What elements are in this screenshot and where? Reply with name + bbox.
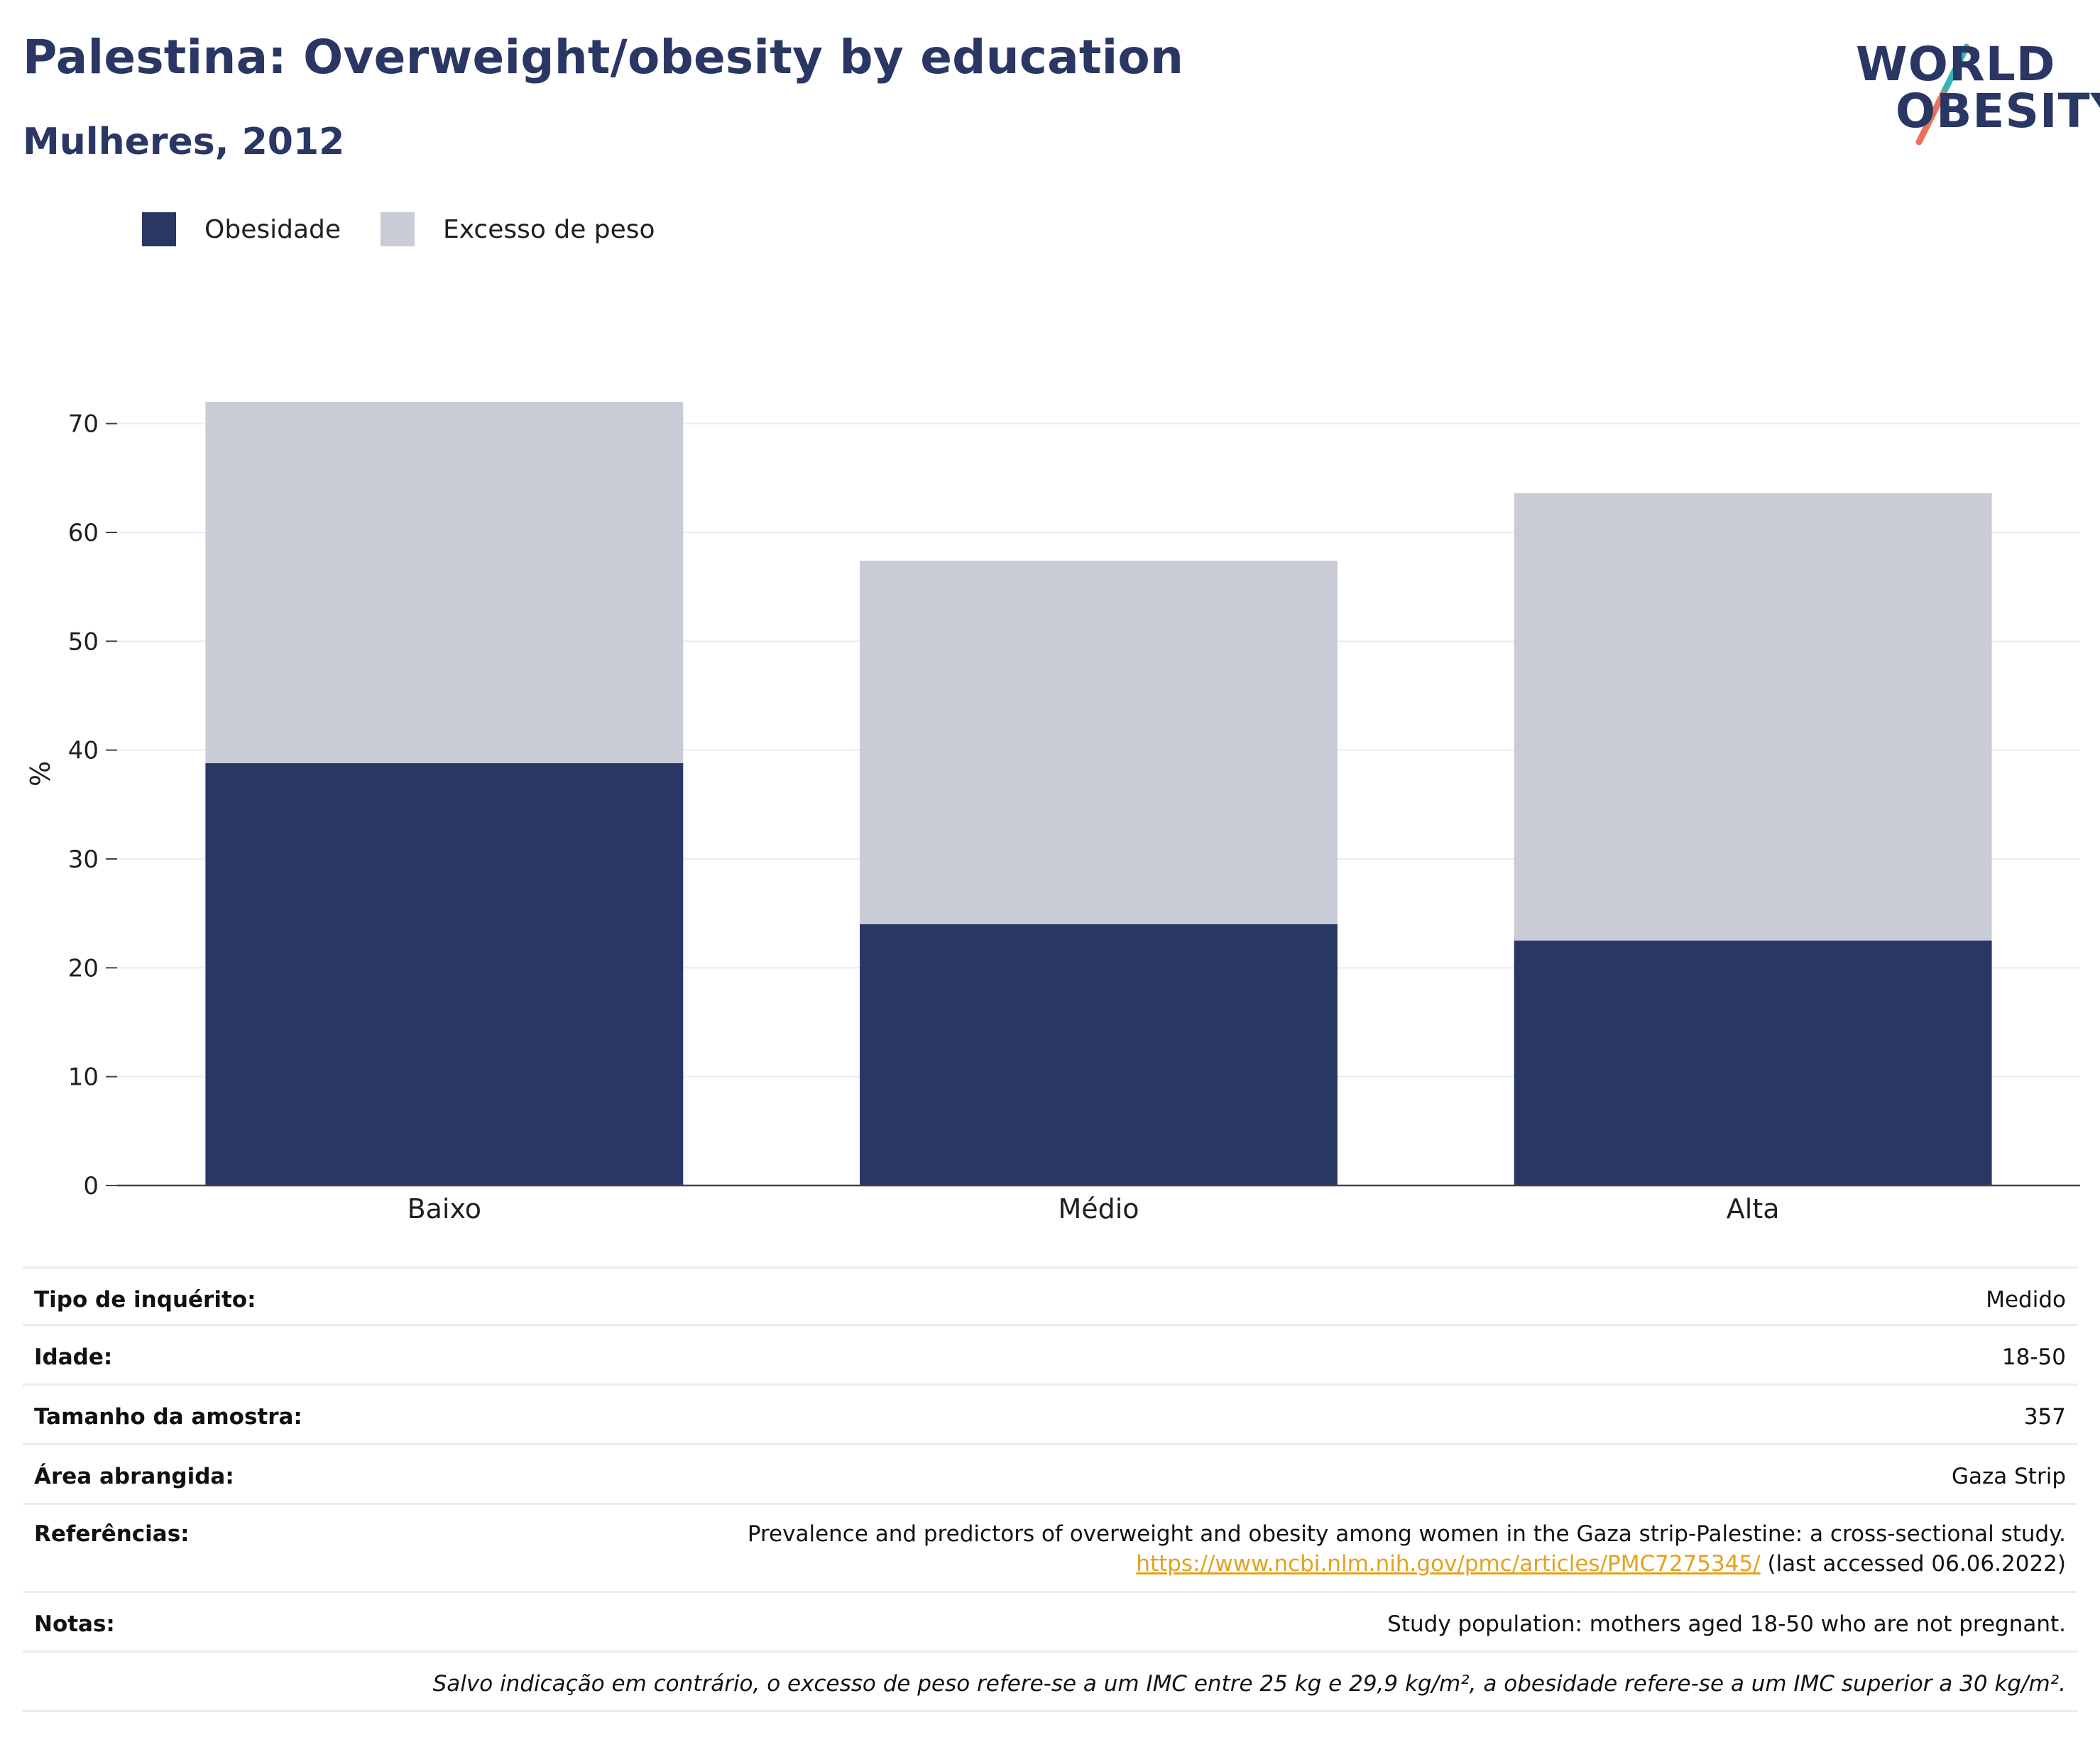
y-tick-label: 10 — [68, 1063, 99, 1092]
info-row-age: Idade: 18-50 — [23, 1326, 2077, 1386]
info-key: Referências: — [34, 1521, 190, 1547]
chart-title: Palestina: Overweight/obesity by educati… — [23, 30, 1184, 84]
info-row-survey-type: Tipo de inquérito: Medido — [23, 1266, 2077, 1326]
y-tick-label: 50 — [68, 628, 99, 656]
info-row-references: Referências: Prevalence and predictors o… — [23, 1505, 2077, 1593]
info-value: 18-50 — [2001, 1345, 2066, 1370]
legend-swatch-obesity — [142, 212, 176, 246]
y-tick-label: 0 — [83, 1172, 99, 1200]
legend-swatch-overweight — [381, 212, 415, 246]
bars — [205, 402, 1992, 1185]
logo-word-2: OBESITY — [1896, 84, 2100, 138]
y-axis-title: % — [25, 761, 56, 787]
legend-item-obesity[interactable]: Obesidade — [142, 212, 341, 246]
bar-obesity[interactable] — [205, 763, 684, 1185]
info-row-footnote: Salvo indicação em contrário, o excesso … — [23, 1653, 2077, 1712]
info-key: Idade: — [34, 1345, 113, 1370]
y-tick-label: 60 — [68, 519, 99, 547]
chart-subtitle: Mulheres, 2012 — [23, 121, 345, 163]
info-value: 357 — [2023, 1404, 2066, 1430]
info-value: Study population: mothers aged 18-50 who… — [1387, 1611, 2066, 1637]
y-tick-label: 40 — [68, 737, 99, 765]
info-table: Tipo de inquérito: Medido Idade: 18-50 T… — [23, 1266, 2077, 1712]
info-value: Gaza Strip — [1951, 1464, 2066, 1489]
info-key: Tamanho da amostra: — [34, 1404, 302, 1430]
info-row-area: Área abrangida: Gaza Strip — [23, 1445, 2077, 1505]
legend-label-obesity: Obesidade — [204, 214, 341, 244]
info-row-notes: Notas: Study population: mothers aged 18… — [23, 1593, 2077, 1653]
y-tick-label: 20 — [68, 954, 99, 982]
info-row-sample-size: Tamanho da amostra: 357 — [23, 1386, 2077, 1445]
legend-label-overweight: Excesso de peso — [443, 214, 655, 244]
chart-legend: Obesidade Excesso de peso — [142, 212, 695, 247]
bar-chart: 0 10 20 30 40 50 60 70 Baixo Médio Alta % — [25, 402, 2080, 1225]
footnote-text: Salvo indicação em contrário, o excesso … — [432, 1671, 2066, 1697]
bar-obesity[interactable] — [860, 924, 1338, 1185]
x-tick-label: Médio — [1058, 1193, 1139, 1225]
y-tick-label: 70 — [68, 410, 99, 439]
reference-cell: Prevalence and predictors of overweight … — [748, 1519, 2066, 1579]
logo-slash-icon — [1915, 43, 1970, 146]
bar-obesity[interactable] — [1514, 941, 1992, 1185]
logo-word-1: WORLD — [1856, 37, 2056, 92]
legend-item-overweight[interactable]: Excesso de peso — [381, 212, 655, 246]
reference-accessed: (last accessed 06.06.2022) — [1760, 1551, 2066, 1577]
reference-link[interactable]: https://www.ncbi.nlm.nih.gov/pmc/article… — [1136, 1551, 1761, 1577]
info-value: Medido — [1986, 1287, 2066, 1313]
info-key: Notas: — [34, 1611, 115, 1637]
x-tick-label: Baixo — [408, 1193, 481, 1225]
info-key: Tipo de inquérito: — [34, 1287, 256, 1313]
reference-text: Prevalence and predictors of overweight … — [747, 1521, 2066, 1547]
x-tick-label: Alta — [1727, 1193, 1780, 1225]
info-key: Área abrangida: — [34, 1464, 234, 1489]
axes: 0 10 20 30 40 50 60 70 Baixo Médio Alta — [68, 410, 2080, 1225]
y-tick-label: 30 — [68, 845, 99, 874]
world-obesity-logo: WORLD OBESITY — [1846, 28, 2100, 156]
